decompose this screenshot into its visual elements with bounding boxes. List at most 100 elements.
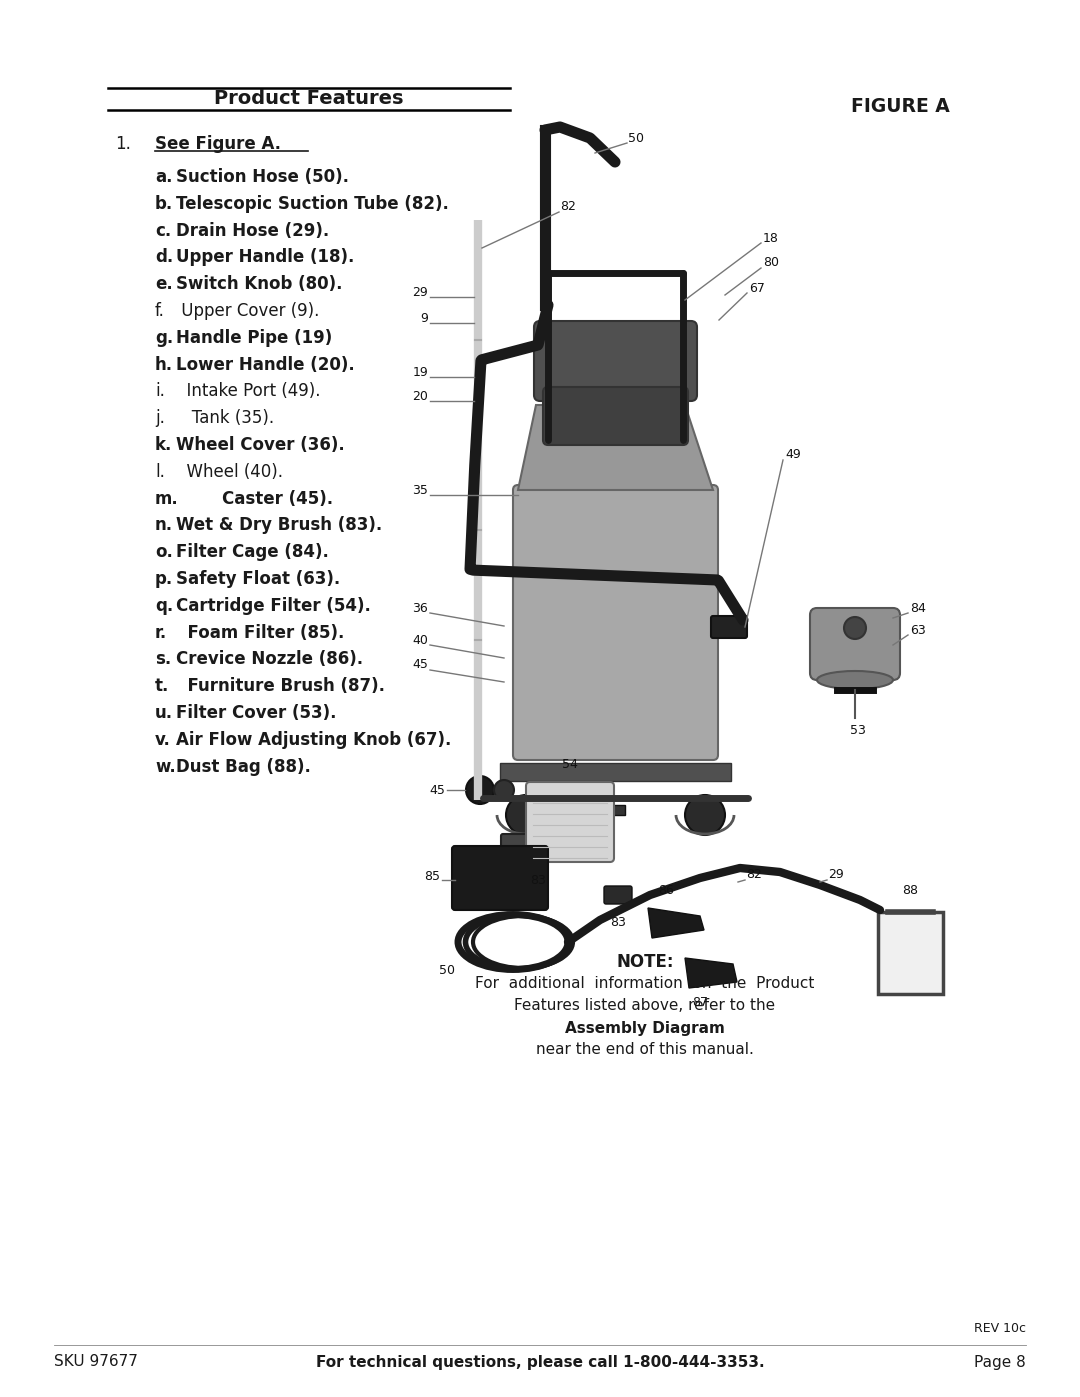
Text: Caster (45).: Caster (45). (176, 489, 333, 507)
FancyBboxPatch shape (534, 321, 697, 401)
Circle shape (685, 795, 725, 835)
Text: Upper Handle (18).: Upper Handle (18). (176, 249, 354, 267)
Text: Intake Port (49).: Intake Port (49). (176, 383, 321, 401)
Text: 18: 18 (762, 232, 779, 244)
Polygon shape (685, 958, 737, 988)
Text: 83: 83 (530, 873, 545, 887)
Circle shape (507, 795, 546, 835)
Circle shape (843, 617, 866, 638)
Text: a.: a. (156, 168, 173, 186)
Text: Switch Knob (80).: Switch Knob (80). (176, 275, 342, 293)
Text: f.: f. (156, 302, 165, 320)
Text: Cartridge Filter (54).: Cartridge Filter (54). (176, 597, 370, 615)
Text: Tank (35).: Tank (35). (176, 409, 274, 427)
Text: 85: 85 (424, 870, 440, 883)
Text: Foam Filter (85).: Foam Filter (85). (176, 623, 345, 641)
Text: Lower Handle (20).: Lower Handle (20). (176, 356, 354, 373)
Text: Assembly Diagram: Assembly Diagram (565, 1020, 725, 1035)
Text: 82: 82 (561, 201, 576, 214)
Bar (500, 763, 731, 781)
Text: 40: 40 (413, 633, 428, 647)
FancyBboxPatch shape (711, 616, 747, 638)
Text: p.: p. (156, 570, 173, 588)
Ellipse shape (816, 671, 893, 689)
Text: Telescopic Suction Tube (82).: Telescopic Suction Tube (82). (176, 194, 449, 212)
Text: near the end of this manual.: near the end of this manual. (536, 1042, 754, 1058)
Text: o.: o. (156, 543, 173, 562)
Text: 50: 50 (627, 131, 644, 144)
Text: For  additional  information  on  the  Product: For additional information on the Produc… (475, 977, 814, 992)
Text: Filter Cage (84).: Filter Cage (84). (176, 543, 329, 562)
Text: 45: 45 (429, 784, 445, 796)
Text: k.: k. (156, 436, 173, 454)
Text: Crevice Nozzle (86).: Crevice Nozzle (86). (176, 651, 363, 668)
Circle shape (465, 775, 494, 805)
Text: 82: 82 (746, 869, 761, 882)
Text: Filter Cover (53).: Filter Cover (53). (176, 704, 337, 722)
Text: 84: 84 (910, 602, 926, 615)
Text: NOTE:: NOTE: (617, 953, 674, 971)
Text: 86: 86 (658, 883, 674, 897)
Text: t.: t. (156, 678, 170, 696)
FancyBboxPatch shape (604, 886, 632, 904)
Text: r.: r. (156, 623, 167, 641)
Text: 88: 88 (902, 883, 918, 897)
Text: 29: 29 (413, 285, 428, 299)
Text: For technical questions, please call 1-800-444-3353.: For technical questions, please call 1-8… (315, 1355, 765, 1369)
Text: 36: 36 (413, 602, 428, 615)
Polygon shape (518, 405, 713, 490)
Text: Furniture Brush (87).: Furniture Brush (87). (176, 678, 384, 696)
Text: u.: u. (156, 704, 173, 722)
Text: 9: 9 (420, 312, 428, 324)
Text: 1.: 1. (114, 136, 131, 154)
Text: Suction Hose (50).: Suction Hose (50). (176, 168, 349, 186)
Text: REV 10c: REV 10c (974, 1322, 1026, 1334)
FancyBboxPatch shape (810, 608, 900, 680)
Text: v.: v. (156, 731, 171, 749)
Text: 87: 87 (692, 996, 708, 1009)
Text: e.: e. (156, 275, 173, 293)
Text: n.: n. (156, 517, 173, 535)
Text: 20: 20 (413, 390, 428, 402)
Text: c.: c. (156, 222, 172, 240)
Text: l.: l. (156, 462, 165, 481)
FancyBboxPatch shape (878, 912, 943, 995)
Text: Safety Float (63).: Safety Float (63). (176, 570, 340, 588)
Text: b.: b. (156, 194, 173, 212)
Text: 80: 80 (762, 257, 779, 270)
Text: 35: 35 (413, 483, 428, 496)
Text: 63: 63 (910, 623, 926, 637)
Text: 53: 53 (850, 724, 866, 736)
Text: Page 8: Page 8 (974, 1355, 1026, 1369)
Text: 19: 19 (413, 366, 428, 379)
Text: Wet & Dry Brush (83).: Wet & Dry Brush (83). (176, 517, 382, 535)
Text: 45: 45 (413, 658, 428, 672)
Text: See Figure A.: See Figure A. (156, 136, 281, 154)
Text: 29: 29 (828, 869, 843, 882)
Text: q.: q. (156, 597, 173, 615)
Text: Wheel (40).: Wheel (40). (176, 462, 283, 481)
Text: Air Flow Adjusting Knob (67).: Air Flow Adjusting Knob (67). (176, 731, 451, 749)
Text: h.: h. (156, 356, 173, 373)
Text: m.: m. (156, 489, 179, 507)
Text: Features listed above, refer to the: Features listed above, refer to the (514, 999, 775, 1013)
Text: 67: 67 (750, 282, 765, 295)
Text: w.: w. (156, 757, 176, 775)
Text: j.: j. (156, 409, 165, 427)
Text: s.: s. (156, 651, 172, 668)
Circle shape (494, 780, 514, 800)
Text: d.: d. (156, 249, 173, 267)
Text: Handle Pipe (19): Handle Pipe (19) (176, 328, 333, 346)
Text: g.: g. (156, 328, 173, 346)
Text: FIGURE A: FIGURE A (851, 98, 949, 116)
FancyBboxPatch shape (453, 847, 548, 909)
Text: 49: 49 (785, 448, 800, 461)
FancyBboxPatch shape (513, 485, 718, 760)
Text: Drain Hose (29).: Drain Hose (29). (176, 222, 329, 240)
Text: Product Features: Product Features (214, 89, 404, 109)
Text: 50: 50 (438, 964, 455, 977)
Text: SKU 97677: SKU 97677 (54, 1355, 138, 1369)
Text: 83: 83 (610, 915, 626, 929)
Text: 54: 54 (562, 759, 578, 771)
Text: Wheel Cover (36).: Wheel Cover (36). (176, 436, 345, 454)
